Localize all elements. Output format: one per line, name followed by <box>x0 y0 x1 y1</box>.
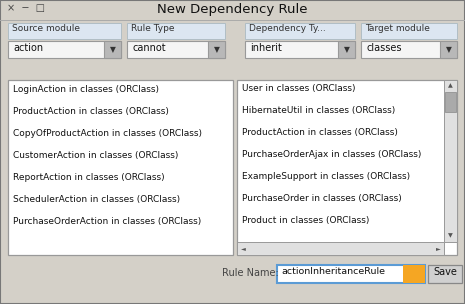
Bar <box>208 41 225 58</box>
Bar <box>237 80 457 255</box>
Text: Dependency Ty...: Dependency Ty... <box>249 24 326 33</box>
Text: actionInheritanceRule: actionInheritanceRule <box>281 267 385 276</box>
Text: Rule Type: Rule Type <box>131 24 174 33</box>
Text: ▼: ▼ <box>448 233 453 239</box>
Text: Source module: Source module <box>12 24 80 33</box>
Bar <box>8 41 121 58</box>
Bar <box>338 41 355 58</box>
Text: PurchaseOrderAction in classes (ORClass): PurchaseOrderAction in classes (ORClass) <box>13 217 201 226</box>
Bar <box>245 41 355 58</box>
Text: ►: ► <box>436 246 440 251</box>
Bar <box>403 265 425 283</box>
Text: CustomerAction in classes (ORClass): CustomerAction in classes (ORClass) <box>13 151 179 160</box>
Bar <box>361 41 457 58</box>
Bar <box>8 80 233 255</box>
Text: PurchaseOrderAjax in classes (ORClass): PurchaseOrderAjax in classes (ORClass) <box>242 150 421 159</box>
Bar <box>444 80 457 242</box>
Text: PurchaseOrder in classes (ORClass): PurchaseOrder in classes (ORClass) <box>242 194 402 203</box>
Text: ×  −  □: × − □ <box>7 3 45 13</box>
Bar <box>440 41 457 58</box>
Bar <box>237 242 444 255</box>
Bar <box>104 41 121 58</box>
Text: ▲: ▲ <box>448 84 453 88</box>
Text: HibernateUtil in classes (ORClass): HibernateUtil in classes (ORClass) <box>242 106 395 115</box>
Bar <box>8 23 121 39</box>
Text: ◄: ◄ <box>240 246 246 251</box>
Bar <box>445 92 456 112</box>
Text: New Dependency Rule: New Dependency Rule <box>157 3 307 16</box>
Text: inherit: inherit <box>250 43 282 53</box>
Bar <box>428 265 462 283</box>
Bar <box>127 23 225 39</box>
Text: Target module: Target module <box>365 24 430 33</box>
Text: Save: Save <box>433 267 457 277</box>
Text: ▼: ▼ <box>344 45 349 54</box>
Text: Product in classes (ORClass): Product in classes (ORClass) <box>242 216 369 225</box>
Text: ▼: ▼ <box>110 45 115 54</box>
Bar <box>361 23 457 39</box>
Text: cannot: cannot <box>132 43 166 53</box>
Text: ProductAction in classes (ORClass): ProductAction in classes (ORClass) <box>13 107 169 116</box>
Text: classes: classes <box>366 43 401 53</box>
Text: ReportAction in classes (ORClass): ReportAction in classes (ORClass) <box>13 173 165 182</box>
Text: Rule Name:: Rule Name: <box>222 268 279 278</box>
Text: SchedulerAction in classes (ORClass): SchedulerAction in classes (ORClass) <box>13 195 180 204</box>
Bar <box>127 41 225 58</box>
Text: User in classes (ORClass): User in classes (ORClass) <box>242 84 356 93</box>
Text: action: action <box>13 43 43 53</box>
Text: ProductAction in classes (ORClass): ProductAction in classes (ORClass) <box>242 128 398 137</box>
Text: ▼: ▼ <box>445 45 452 54</box>
Text: CopyOfProductAction in classes (ORClass): CopyOfProductAction in classes (ORClass) <box>13 129 202 138</box>
Text: ▼: ▼ <box>213 45 219 54</box>
Bar <box>245 23 355 39</box>
Bar <box>277 265 425 283</box>
Text: LoginAction in classes (ORClass): LoginAction in classes (ORClass) <box>13 85 159 94</box>
Text: ExampleSupport in classes (ORClass): ExampleSupport in classes (ORClass) <box>242 172 410 181</box>
